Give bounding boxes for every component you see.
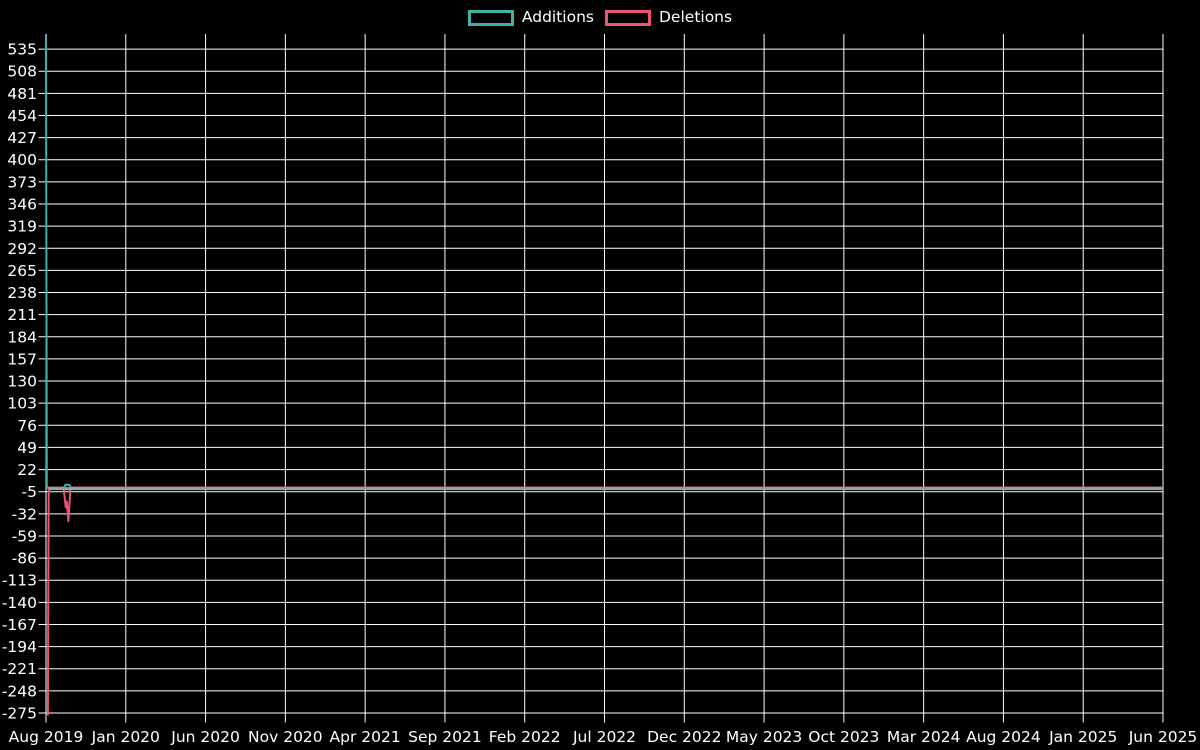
y-tick-label: 319 [7, 218, 37, 236]
y-tick-label: -221 [2, 660, 37, 678]
legend-item-additions[interactable]: Additions [467, 8, 594, 26]
y-tick-label: -5 [22, 483, 37, 501]
x-tick-label: Jul 2022 [572, 728, 636, 746]
y-tick-label: -32 [12, 505, 37, 523]
x-tick-label: Feb 2022 [489, 728, 561, 746]
y-tick-label: 211 [7, 306, 37, 324]
y-tick-label: 535 [7, 41, 37, 59]
y-axis-labels: 535 508 481 454 427 400 373 346 319 292 265 238 211 1… [2, 41, 37, 723]
y-tick-label: -86 [12, 550, 37, 568]
y-tick-label: 373 [7, 173, 37, 191]
x-tick-label: May 2023 [726, 728, 802, 746]
x-tick-label: Jun 2025 [1128, 728, 1198, 746]
y-tick-label: 508 [7, 63, 37, 81]
y-tick-label: 454 [7, 107, 37, 125]
x-axis-labels: Aug 2019 Jan 2020 Jun 2020 Nov 2020 Apr 2021… [9, 728, 1198, 746]
y-tick-label: 103 [7, 395, 37, 413]
y-tick-label: 265 [7, 262, 37, 280]
y-tick-label: -113 [2, 572, 37, 590]
legend-label: Additions [521, 8, 594, 26]
legend-item-deletions[interactable]: Deletions [605, 9, 732, 26]
y-tick-label: 238 [7, 284, 37, 302]
x-tick-label: Nov 2020 [248, 728, 323, 746]
x-tick-label: Jan 2020 [91, 728, 160, 746]
y-tick-label: 184 [7, 328, 37, 346]
deletions-legend-swatch-icon [605, 9, 651, 26]
x-tick-label: Sep 2021 [408, 728, 482, 746]
x-tick-label: Jun 2020 [170, 728, 240, 746]
y-tick-label: 157 [7, 350, 37, 368]
y-tick-label: 22 [17, 461, 37, 479]
deletions-line [46, 486, 1163, 716]
chart-legend: Additions Deletions [0, 9, 1200, 26]
y-tick-label: -248 [2, 682, 37, 700]
y-tick-label: 76 [17, 417, 37, 435]
x-tick-label: Dec 2022 [647, 728, 721, 746]
additions-legend-swatch-icon [467, 9, 514, 26]
y-tick-label: 130 [7, 373, 37, 391]
x-tick-label: Oct 2023 [808, 728, 879, 746]
x-tick-label: Apr 2021 [330, 728, 401, 746]
x-tick-label: Mar 2024 [887, 728, 961, 746]
y-tick-label: -194 [2, 638, 37, 656]
y-tick-label: 481 [7, 85, 37, 103]
x-gridlines [45, 34, 1164, 723]
y-tick-label: 292 [7, 240, 37, 258]
x-tick-label: Jan 2025 [1048, 728, 1117, 746]
x-tick-label: Aug 2024 [966, 728, 1041, 746]
y-tick-label: -59 [12, 527, 37, 545]
y-tick-label: 400 [7, 151, 37, 169]
y-tick-label: -167 [2, 616, 37, 634]
y-gridlines [38, 48, 1163, 714]
x-tick-label: Aug 2019 [9, 728, 84, 746]
y-tick-label: 346 [7, 195, 37, 213]
y-tick-label: -140 [2, 594, 37, 612]
y-tick-label: -275 [2, 705, 37, 723]
y-tick-label: 49 [17, 439, 37, 457]
legend-label: Deletions [659, 8, 733, 26]
y-tick-label: 427 [7, 129, 37, 147]
